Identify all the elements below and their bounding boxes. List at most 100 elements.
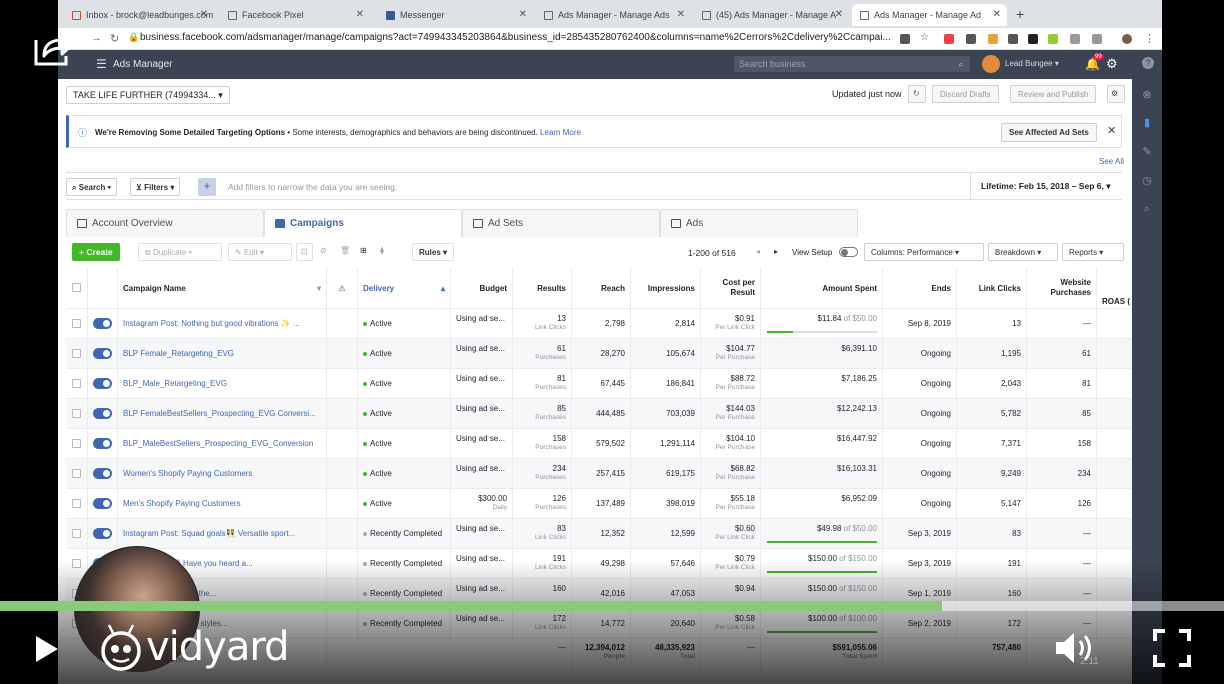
tab-account-overview[interactable]: Account Overview xyxy=(66,209,264,237)
campaign-toggle[interactable] xyxy=(93,468,112,479)
star-icon[interactable]: ☆ xyxy=(920,32,929,43)
row-checkbox[interactable] xyxy=(72,529,81,538)
column-header-link-clicks[interactable]: Link Clicks xyxy=(957,267,1027,309)
breakdown-dropdown[interactable]: Breakdown ▾ xyxy=(988,243,1058,261)
table-row[interactable]: BLP_MaleBestSellers_Prospecting_EVG_Conv… xyxy=(66,429,1132,459)
search-dropdown[interactable]: ⌕ Search ▾ xyxy=(66,178,117,196)
tab-ad-sets[interactable]: Ad Sets xyxy=(462,209,660,237)
gear-icon[interactable]: ⚙ xyxy=(1106,56,1118,71)
trash-icon[interactable]: 🗑 xyxy=(336,243,355,261)
row-checkbox[interactable] xyxy=(72,379,81,388)
table-row[interactable]: Instagram Post: Squad goals👯 Versatile s… xyxy=(66,519,1132,549)
column-header-campaign-name[interactable]: Campaign Name ▾ xyxy=(118,267,327,309)
campaign-name[interactable]: Instagram Post: Nothing but good vibrati… xyxy=(118,309,327,339)
campaign-toggle[interactable] xyxy=(93,438,112,449)
disable-icon[interactable]: ⊘ xyxy=(316,243,331,261)
toggle-cell[interactable] xyxy=(88,309,118,339)
close-tab-icon[interactable]: ✕ xyxy=(834,9,843,20)
play-icon[interactable] xyxy=(34,634,60,664)
next-page-icon[interactable]: ▸ xyxy=(774,247,779,256)
add-filter-button[interactable]: + xyxy=(198,178,216,196)
extension-icon[interactable] xyxy=(900,34,910,44)
warning-icon[interactable]: ⚠ xyxy=(327,267,358,309)
toggle-cell[interactable] xyxy=(88,339,118,369)
avatar[interactable] xyxy=(982,55,1000,73)
zoom-icon[interactable]: ⌕ xyxy=(1143,203,1151,215)
row-checkbox[interactable] xyxy=(72,469,81,478)
table-row[interactable]: Women's Shopify Paying Customers Active Us… xyxy=(66,459,1132,489)
share-icon[interactable] xyxy=(32,26,76,70)
row-checkbox[interactable] xyxy=(72,349,81,358)
close-tab-icon[interactable]: ✕ xyxy=(992,9,1001,20)
bar-chart-icon[interactable]: ▮ xyxy=(1143,117,1151,129)
campaign-name[interactable]: BLP_Male_Retargeting_EVG xyxy=(118,369,327,399)
extension-icon[interactable] xyxy=(966,34,976,44)
row-checkbox-cell[interactable] xyxy=(66,309,88,339)
campaign-name[interactable]: Women's Shopify Paying Customers xyxy=(118,459,327,489)
table-row[interactable]: Instagram Post: Nothing but good vibrati… xyxy=(66,309,1132,339)
table-row[interactable]: BLP Female_Retargeting_EVG Active Using ad… xyxy=(66,339,1132,369)
campaign-name[interactable]: BLP FemaleBestSellers_Prospecting_EVG Co… xyxy=(118,399,327,429)
campaign-toggle[interactable] xyxy=(93,318,112,329)
column-header-cost-per-result[interactable]: Cost per Result xyxy=(701,267,761,309)
extension-icon[interactable] xyxy=(1048,34,1058,44)
prev-page-icon[interactable]: ◂ xyxy=(756,247,761,256)
learn-more-link[interactable]: Learn More xyxy=(540,128,581,137)
filters-dropdown[interactable]: ⊻ Filters ▾ xyxy=(130,178,181,196)
extension-icon[interactable] xyxy=(944,34,954,44)
row-checkbox-cell[interactable] xyxy=(66,369,88,399)
column-header-ends[interactable]: Ends xyxy=(883,267,957,309)
row-checkbox-cell[interactable] xyxy=(66,489,88,519)
column-header-budget[interactable]: Budget xyxy=(451,267,513,309)
row-checkbox-cell[interactable] xyxy=(66,339,88,369)
close-tab-icon[interactable]: ✕ xyxy=(518,9,527,20)
row-checkbox[interactable] xyxy=(72,439,81,448)
browser-tab[interactable]: (45) Ads Manager - Manage A ✕ xyxy=(694,4,849,26)
filter-hint[interactable]: Add filters to narrow the data you are s… xyxy=(228,182,398,192)
reports-dropdown[interactable]: Reports ▾ xyxy=(1062,243,1124,261)
gear-icon[interactable]: ⚙ xyxy=(1107,85,1125,103)
toggle-cell[interactable] xyxy=(88,489,118,519)
extension-icon[interactable] xyxy=(1008,34,1018,44)
video-progress-bar[interactable] xyxy=(0,601,1224,611)
campaign-name[interactable]: BLP Female_Retargeting_EVG xyxy=(118,339,327,369)
fullscreen-icon[interactable] xyxy=(1152,628,1192,668)
row-checkbox[interactable] xyxy=(72,319,81,328)
close-tab-icon[interactable]: ✕ xyxy=(676,9,685,20)
row-checkbox-cell[interactable] xyxy=(66,459,88,489)
new-tab-icon[interactable]: + xyxy=(1016,6,1025,22)
campaign-toggle[interactable] xyxy=(93,348,112,359)
business-search-input[interactable]: Search business xyxy=(734,56,970,72)
campaign-name[interactable]: BLP_MaleBestSellers_Prospecting_EVG_Conv… xyxy=(118,429,327,459)
close-tab-icon[interactable]: ✕ xyxy=(355,9,364,20)
browser-tab[interactable]: Ads Manager - Manage Ads ✕ xyxy=(536,4,691,26)
account-name[interactable]: Lead Bungee ▾ xyxy=(1005,59,1059,68)
campaign-name[interactable]: Men's Shopify Paying Customers xyxy=(118,489,327,519)
search-icon[interactable]: ⌕ xyxy=(958,59,964,69)
column-header-amount-spent[interactable]: Amount Spent xyxy=(761,267,883,309)
toggle-cell[interactable] xyxy=(88,399,118,429)
table-row[interactable]: Men's Shopify Paying Customers Active $300… xyxy=(66,489,1132,519)
campaign-toggle[interactable] xyxy=(93,378,112,389)
browser-tab[interactable]: Inbox - brock@leadbunges.com ✕ xyxy=(64,4,214,26)
tab-campaigns[interactable]: Campaigns xyxy=(264,209,462,237)
select-all-cell[interactable] xyxy=(66,267,88,309)
reload-icon[interactable]: ↻ xyxy=(110,33,120,45)
extension-icon[interactable] xyxy=(1070,34,1080,44)
discard-drafts-button[interactable]: Discard Drafts xyxy=(932,85,999,103)
row-checkbox-cell[interactable] xyxy=(66,519,88,549)
columns-dropdown[interactable]: Columns: Performance ▾ xyxy=(864,243,984,261)
browser-tab[interactable]: Facebook Pixel ✕ xyxy=(220,4,370,26)
extension-icon[interactable] xyxy=(988,34,998,44)
row-checkbox[interactable] xyxy=(72,499,81,508)
forward-icon[interactable]: → xyxy=(91,32,102,44)
rules-dropdown[interactable]: Rules ▾ xyxy=(412,243,455,261)
campaign-name[interactable]: Instagram Post: Squad goals👯 Versatile s… xyxy=(118,519,327,549)
close-icon[interactable]: ✕ xyxy=(1107,125,1117,137)
profile-avatar[interactable] xyxy=(1122,34,1132,44)
close-panel-icon[interactable]: ⊗ xyxy=(1142,89,1152,101)
row-checkbox-cell[interactable] xyxy=(66,429,88,459)
column-header-delivery[interactable]: Delivery ▴ xyxy=(358,267,451,309)
tab-ads[interactable]: Ads xyxy=(660,209,858,237)
clock-icon[interactable]: ◷ xyxy=(1142,175,1152,187)
